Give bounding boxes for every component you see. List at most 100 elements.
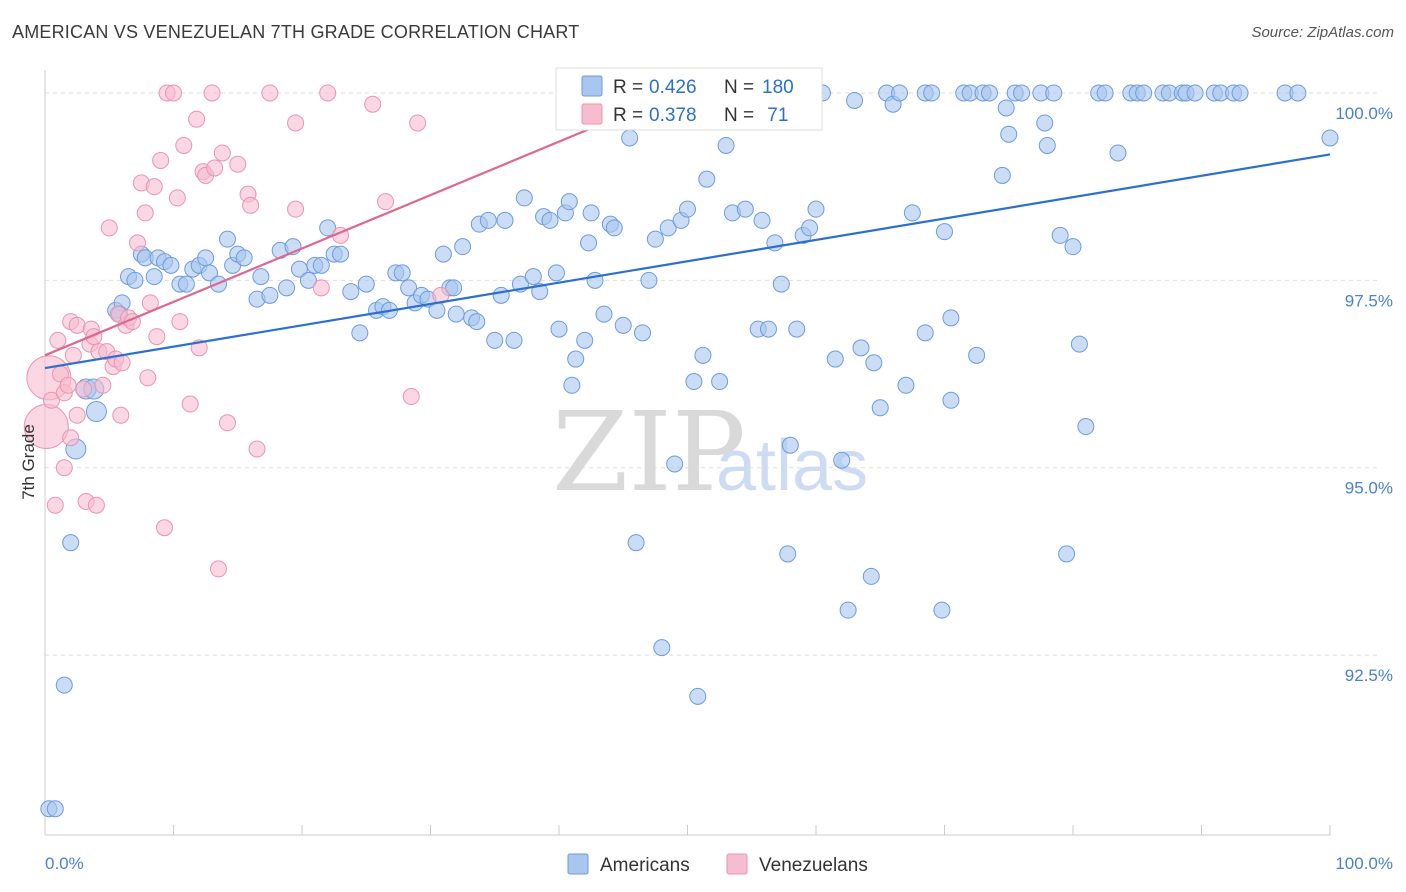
americans-point [605, 219, 623, 237]
venezuelans-point [165, 84, 182, 102]
americans-point [235, 249, 253, 267]
americans-point [862, 567, 880, 585]
venezuelans-point [168, 189, 186, 207]
americans-point [550, 320, 568, 338]
americans-trend-line [44, 153, 1331, 370]
americans-point [46, 800, 64, 818]
venezuelans-point [188, 110, 206, 128]
venezuelans-point [129, 234, 147, 252]
venezuelans-point [287, 114, 305, 132]
americans-point [447, 305, 465, 323]
venezuelans-swatch [581, 103, 603, 125]
venezuelans-point [68, 406, 86, 424]
americans-point [312, 256, 330, 274]
americans-point [759, 320, 777, 338]
venezuelans-point [364, 95, 382, 113]
americans-point [685, 373, 703, 391]
r-value-1: 0.426 [649, 77, 697, 98]
americans-point [653, 639, 671, 657]
americans-point [980, 84, 998, 102]
venezuelans-point [112, 406, 130, 424]
americans-point [1096, 84, 1114, 102]
venezuelans-point [175, 136, 193, 154]
trend-lines [44, 121, 1331, 370]
americans-point [85, 401, 107, 423]
americans-point [468, 313, 486, 331]
americans-point [807, 200, 825, 218]
venezuelans-point [206, 159, 224, 177]
americans-point [580, 234, 598, 252]
venezuelans-point [75, 380, 93, 398]
americans-point [1000, 125, 1018, 143]
americans-point [627, 534, 645, 552]
americans-point [177, 275, 195, 293]
americans-point [278, 279, 296, 297]
americans-point [563, 376, 581, 394]
americans-point [711, 373, 729, 391]
americans-point [479, 211, 497, 229]
americans-point [614, 316, 632, 334]
venezuelans-point [242, 196, 260, 214]
venezuelans-point [152, 151, 170, 169]
venezuelans-point [156, 519, 174, 537]
americans-point [753, 211, 771, 229]
axes [44, 70, 1331, 836]
americans-point [560, 193, 578, 211]
americans-point [576, 331, 594, 349]
americans-point [1038, 136, 1056, 154]
y-tick-label: 97.5% [1345, 291, 1393, 310]
americans-point [679, 200, 696, 218]
americans-point [547, 264, 565, 282]
americans-point [434, 245, 452, 263]
americans-point [666, 455, 684, 473]
americans-point [833, 451, 851, 469]
americans-point [897, 376, 915, 394]
americans-point [1186, 84, 1204, 102]
americans-point [694, 346, 712, 364]
americans-swatch [581, 75, 603, 97]
n-value-2: 71 [762, 105, 788, 126]
americans-point [903, 204, 921, 222]
americans-point [640, 271, 658, 289]
venezuelans-point [139, 369, 157, 387]
americans-point [1109, 144, 1127, 162]
americans-point [319, 219, 337, 237]
americans-point [126, 271, 144, 289]
venezuelans-point [148, 328, 166, 346]
series-legend: Americans Venezuelans [567, 853, 868, 876]
venezuelans-point [100, 219, 118, 237]
americans-point [486, 331, 504, 349]
y-axis-label: 7th Grade [19, 424, 38, 500]
americans-point [582, 204, 600, 222]
americans-point [659, 219, 677, 237]
americans-point [891, 84, 909, 102]
venezuelans-point [49, 331, 67, 349]
venezuelans-point [319, 84, 337, 102]
n-label-2: N = [724, 105, 754, 126]
americans-point [1064, 238, 1082, 256]
americans-point [839, 601, 857, 619]
americans-point [1013, 84, 1031, 102]
americans-points [40, 84, 1339, 818]
y-tick-label: 100.0% [1335, 104, 1393, 123]
venezuelans-point [312, 279, 330, 297]
venezuelans-point [46, 496, 64, 514]
americans-point [595, 305, 613, 323]
americans-point [541, 211, 559, 229]
venezuelans-point [209, 560, 227, 578]
americans-point [1045, 84, 1063, 102]
venezuelans-point [287, 200, 305, 218]
watermark-zip: ZIP [552, 388, 746, 516]
americans-point [826, 350, 844, 368]
venezuelans-trend-line [44, 121, 605, 357]
americans-point [567, 350, 585, 368]
venezuelans-point [42, 391, 60, 409]
americans-point [942, 391, 960, 409]
venezuelans-point [261, 84, 279, 102]
americans-point [933, 601, 951, 619]
americans-point [736, 200, 754, 218]
americans-point [634, 324, 652, 342]
americans-point [781, 436, 799, 454]
legend-venezuelans: Venezuelans [759, 855, 868, 876]
